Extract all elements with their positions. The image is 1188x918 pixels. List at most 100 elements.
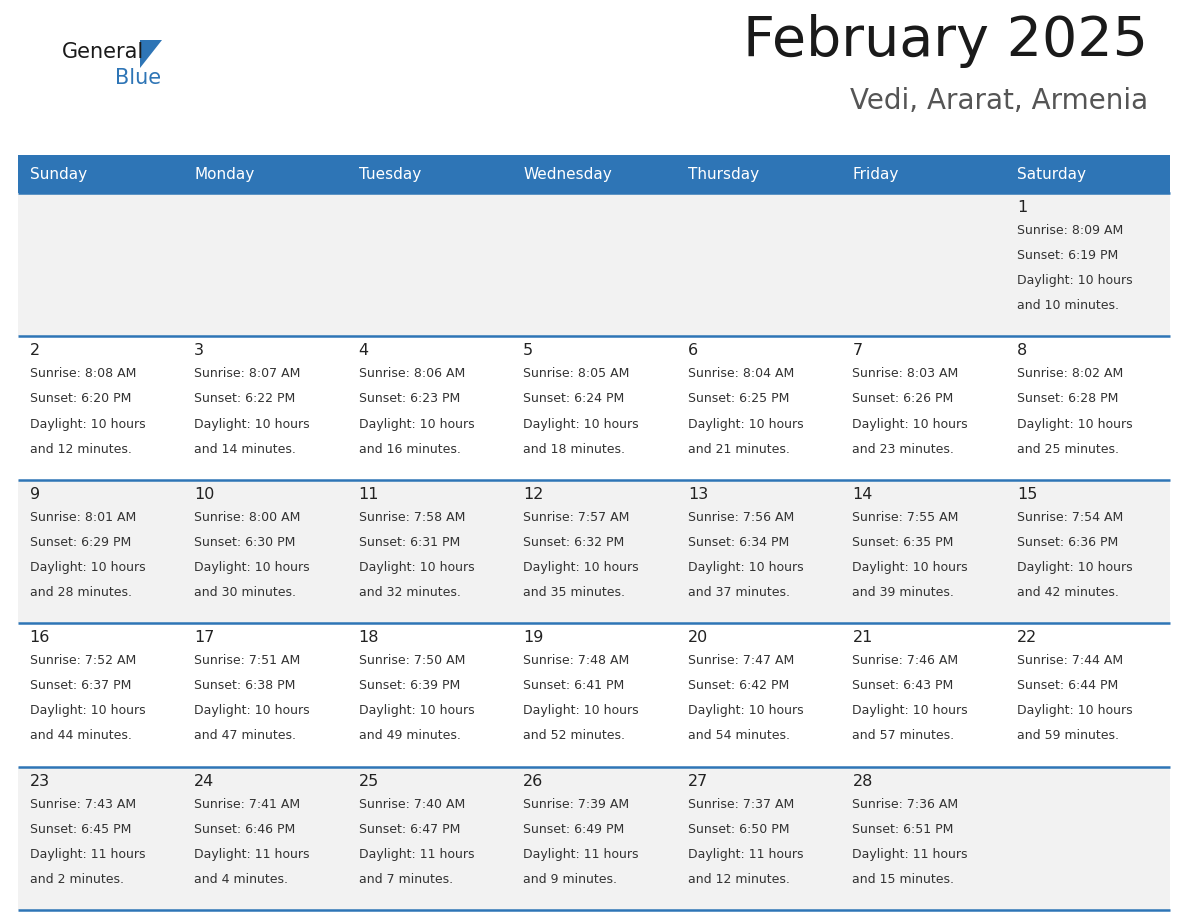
Text: Sunrise: 7:40 AM: Sunrise: 7:40 AM: [359, 798, 465, 811]
Text: 26: 26: [523, 774, 543, 789]
Text: Sunrise: 8:02 AM: Sunrise: 8:02 AM: [1017, 367, 1123, 380]
Text: and 35 minutes.: and 35 minutes.: [523, 586, 625, 599]
Text: Daylight: 10 hours: Daylight: 10 hours: [523, 418, 639, 431]
Text: Sunset: 6:42 PM: Sunset: 6:42 PM: [688, 679, 789, 692]
Text: 11: 11: [359, 487, 379, 502]
Text: Sunrise: 7:51 AM: Sunrise: 7:51 AM: [194, 655, 301, 667]
Text: 2: 2: [30, 343, 39, 358]
Bar: [18, 155, 183, 193]
Text: Daylight: 10 hours: Daylight: 10 hours: [688, 418, 803, 431]
Text: Daylight: 10 hours: Daylight: 10 hours: [359, 704, 474, 717]
Text: Saturday: Saturday: [1017, 166, 1086, 182]
Text: and 10 minutes.: and 10 minutes.: [1017, 299, 1119, 312]
Text: Sunset: 6:29 PM: Sunset: 6:29 PM: [30, 536, 131, 549]
Text: Sunrise: 7:37 AM: Sunrise: 7:37 AM: [688, 798, 794, 811]
Text: and 37 minutes.: and 37 minutes.: [688, 586, 790, 599]
Text: Sunset: 6:25 PM: Sunset: 6:25 PM: [688, 393, 789, 406]
Text: and 52 minutes.: and 52 minutes.: [523, 730, 625, 743]
Text: Vedi, Ararat, Armenia: Vedi, Ararat, Armenia: [849, 87, 1148, 115]
Text: Tuesday: Tuesday: [359, 166, 421, 182]
Text: Sunrise: 7:58 AM: Sunrise: 7:58 AM: [359, 510, 465, 524]
Text: Sunset: 6:47 PM: Sunset: 6:47 PM: [359, 823, 460, 835]
Text: and 47 minutes.: and 47 minutes.: [194, 730, 296, 743]
Text: Sunset: 6:34 PM: Sunset: 6:34 PM: [688, 536, 789, 549]
Polygon shape: [140, 40, 162, 68]
Text: Sunset: 6:50 PM: Sunset: 6:50 PM: [688, 823, 789, 835]
Bar: [347, 155, 512, 193]
Text: Sunrise: 8:00 AM: Sunrise: 8:00 AM: [194, 510, 301, 524]
Text: Sunrise: 7:48 AM: Sunrise: 7:48 AM: [523, 655, 630, 667]
Text: and 44 minutes.: and 44 minutes.: [30, 730, 132, 743]
Text: Sunrise: 7:47 AM: Sunrise: 7:47 AM: [688, 655, 794, 667]
Text: Daylight: 11 hours: Daylight: 11 hours: [359, 848, 474, 861]
Text: and 23 minutes.: and 23 minutes.: [852, 442, 954, 455]
Text: Sunset: 6:37 PM: Sunset: 6:37 PM: [30, 679, 131, 692]
Text: Sunset: 6:19 PM: Sunset: 6:19 PM: [1017, 249, 1118, 263]
Text: 17: 17: [194, 630, 215, 645]
Text: Sunrise: 7:46 AM: Sunrise: 7:46 AM: [852, 655, 959, 667]
Text: and 39 minutes.: and 39 minutes.: [852, 586, 954, 599]
Text: Daylight: 11 hours: Daylight: 11 hours: [852, 848, 968, 861]
Text: 21: 21: [852, 630, 873, 645]
Text: Sunrise: 8:01 AM: Sunrise: 8:01 AM: [30, 510, 135, 524]
Text: 15: 15: [1017, 487, 1037, 502]
Text: Sunrise: 7:39 AM: Sunrise: 7:39 AM: [523, 798, 630, 811]
Text: 10: 10: [194, 487, 215, 502]
Text: 12: 12: [523, 487, 544, 502]
Text: 4: 4: [359, 343, 368, 358]
Text: Sunrise: 7:56 AM: Sunrise: 7:56 AM: [688, 510, 794, 524]
Text: Wednesday: Wednesday: [523, 166, 612, 182]
Text: Daylight: 10 hours: Daylight: 10 hours: [523, 704, 639, 717]
Text: Sunset: 6:43 PM: Sunset: 6:43 PM: [852, 679, 954, 692]
Text: and 16 minutes.: and 16 minutes.: [359, 442, 461, 455]
Text: Sunset: 6:36 PM: Sunset: 6:36 PM: [1017, 536, 1118, 549]
Text: Daylight: 10 hours: Daylight: 10 hours: [359, 418, 474, 431]
Bar: [18, 623, 1170, 767]
Text: 18: 18: [359, 630, 379, 645]
Text: Sunset: 6:51 PM: Sunset: 6:51 PM: [852, 823, 954, 835]
Text: 3: 3: [194, 343, 204, 358]
Text: Sunrise: 7:57 AM: Sunrise: 7:57 AM: [523, 510, 630, 524]
Text: Daylight: 11 hours: Daylight: 11 hours: [688, 848, 803, 861]
Text: Daylight: 10 hours: Daylight: 10 hours: [852, 561, 968, 574]
Text: Sunset: 6:22 PM: Sunset: 6:22 PM: [194, 393, 296, 406]
Text: and 12 minutes.: and 12 minutes.: [30, 442, 132, 455]
Text: Daylight: 11 hours: Daylight: 11 hours: [523, 848, 639, 861]
Text: Daylight: 10 hours: Daylight: 10 hours: [688, 561, 803, 574]
Text: Sunrise: 8:03 AM: Sunrise: 8:03 AM: [852, 367, 959, 380]
Text: Daylight: 10 hours: Daylight: 10 hours: [194, 418, 310, 431]
Text: Blue: Blue: [115, 68, 162, 88]
Text: and 42 minutes.: and 42 minutes.: [1017, 586, 1119, 599]
Text: Sunset: 6:32 PM: Sunset: 6:32 PM: [523, 536, 625, 549]
Text: Sunset: 6:24 PM: Sunset: 6:24 PM: [523, 393, 625, 406]
Text: and 4 minutes.: and 4 minutes.: [194, 873, 289, 886]
Text: 14: 14: [852, 487, 873, 502]
Text: and 9 minutes.: and 9 minutes.: [523, 873, 618, 886]
Text: Sunrise: 7:41 AM: Sunrise: 7:41 AM: [194, 798, 301, 811]
Text: Daylight: 10 hours: Daylight: 10 hours: [1017, 274, 1132, 287]
Text: Sunrise: 8:06 AM: Sunrise: 8:06 AM: [359, 367, 465, 380]
Text: Daylight: 11 hours: Daylight: 11 hours: [194, 848, 310, 861]
Text: Sunset: 6:38 PM: Sunset: 6:38 PM: [194, 679, 296, 692]
Text: Sunset: 6:28 PM: Sunset: 6:28 PM: [1017, 393, 1118, 406]
Text: and 25 minutes.: and 25 minutes.: [1017, 442, 1119, 455]
Text: Daylight: 10 hours: Daylight: 10 hours: [30, 704, 145, 717]
Text: and 2 minutes.: and 2 minutes.: [30, 873, 124, 886]
Text: 16: 16: [30, 630, 50, 645]
Text: and 15 minutes.: and 15 minutes.: [852, 873, 954, 886]
Text: Sunset: 6:39 PM: Sunset: 6:39 PM: [359, 679, 460, 692]
Bar: [841, 155, 1005, 193]
Text: Sunrise: 7:52 AM: Sunrise: 7:52 AM: [30, 655, 135, 667]
Text: 22: 22: [1017, 630, 1037, 645]
Text: Sunset: 6:46 PM: Sunset: 6:46 PM: [194, 823, 296, 835]
Text: 5: 5: [523, 343, 533, 358]
Text: and 18 minutes.: and 18 minutes.: [523, 442, 625, 455]
Text: Sunday: Sunday: [30, 166, 87, 182]
Text: Daylight: 10 hours: Daylight: 10 hours: [359, 561, 474, 574]
Text: and 49 minutes.: and 49 minutes.: [359, 730, 461, 743]
Text: Monday: Monday: [194, 166, 254, 182]
Text: Sunrise: 7:44 AM: Sunrise: 7:44 AM: [1017, 655, 1123, 667]
Text: Daylight: 11 hours: Daylight: 11 hours: [30, 848, 145, 861]
Text: Daylight: 10 hours: Daylight: 10 hours: [30, 418, 145, 431]
Text: and 21 minutes.: and 21 minutes.: [688, 442, 790, 455]
